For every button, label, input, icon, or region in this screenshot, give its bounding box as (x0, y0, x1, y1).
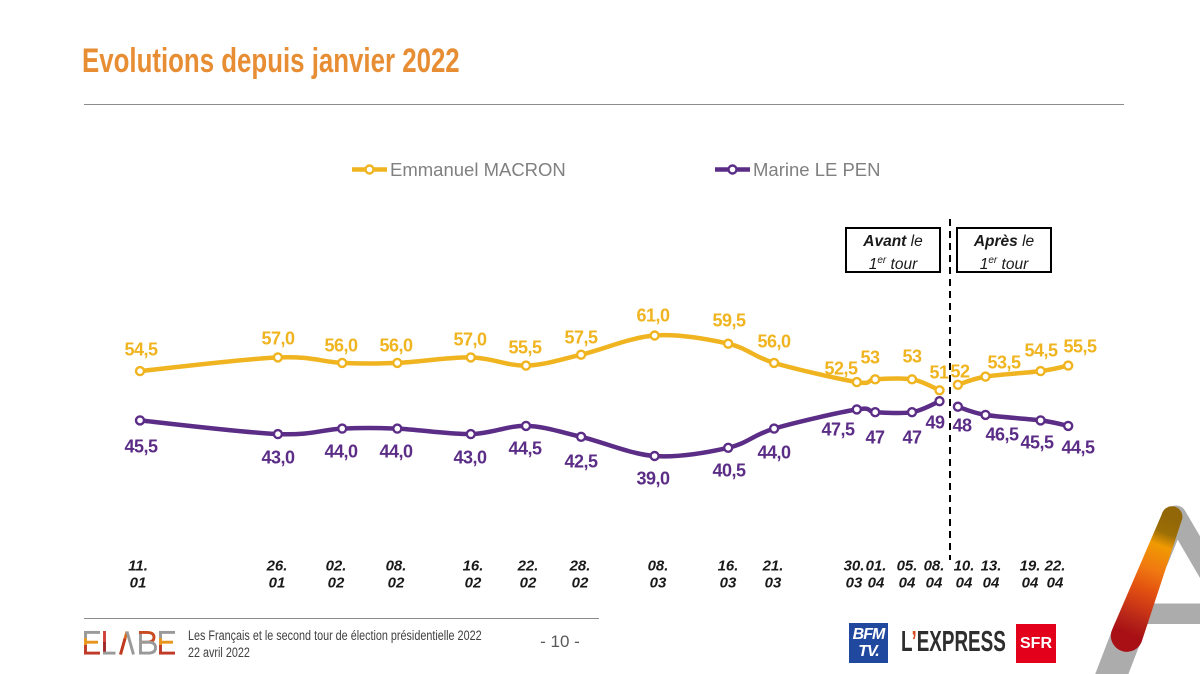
svg-text:04: 04 (868, 574, 885, 591)
svg-text:45,5: 45,5 (124, 437, 158, 457)
svg-text:46,5: 46,5 (985, 425, 1019, 445)
svg-text:13.: 13. (981, 557, 1002, 574)
svg-text:03: 03 (765, 574, 782, 591)
svg-text:44,5: 44,5 (508, 439, 542, 459)
svg-text:43,0: 43,0 (453, 448, 487, 468)
svg-text:11.: 11. (128, 557, 148, 574)
svg-text:28.: 28. (569, 557, 591, 574)
svg-text:03: 03 (650, 574, 667, 591)
svg-text:03: 03 (720, 574, 737, 591)
svg-text:01: 01 (130, 574, 147, 591)
svg-text:22.: 22. (517, 557, 539, 574)
svg-text:30.: 30. (844, 557, 865, 574)
svg-text:57,0: 57,0 (261, 329, 295, 349)
svg-text:16.: 16. (718, 557, 739, 574)
svg-text:54,5: 54,5 (124, 340, 158, 360)
svg-text:61,0: 61,0 (636, 306, 670, 326)
svg-text:02: 02 (520, 574, 537, 591)
svg-text:54,5: 54,5 (1024, 341, 1058, 361)
svg-text:Marine LE PEN: Marine LE PEN (753, 159, 881, 180)
svg-text:04: 04 (956, 574, 973, 591)
svg-text:02.: 02. (326, 557, 347, 574)
svg-text:04: 04 (926, 574, 943, 591)
svg-text:57,5: 57,5 (564, 328, 598, 348)
svg-text:40,5: 40,5 (712, 461, 746, 481)
svg-text:47,5: 47,5 (821, 420, 855, 440)
svg-text:10.: 10. (954, 557, 975, 574)
svg-text:52,5: 52,5 (824, 359, 858, 379)
svg-text:53: 53 (860, 348, 880, 368)
svg-text:57,0: 57,0 (453, 330, 487, 350)
svg-text:22.: 22. (1044, 557, 1066, 574)
svg-text:16.: 16. (463, 557, 484, 574)
svg-text:02: 02 (388, 574, 405, 591)
svg-text:04: 04 (983, 574, 1000, 591)
svg-text:02: 02 (328, 574, 345, 591)
svg-text:01.: 01. (866, 557, 887, 574)
svg-text:51: 51 (929, 363, 949, 383)
svg-text:21.: 21. (762, 557, 784, 574)
svg-text:08.: 08. (386, 557, 407, 574)
svg-text:43,0: 43,0 (261, 448, 295, 468)
svg-text:01: 01 (269, 574, 286, 591)
svg-text:44,0: 44,0 (757, 443, 791, 463)
svg-text:47: 47 (865, 428, 885, 448)
svg-text:59,5: 59,5 (712, 311, 746, 331)
svg-text:19.: 19. (1020, 557, 1041, 574)
svg-text:56,0: 56,0 (757, 332, 791, 352)
svg-text:55,5: 55,5 (1063, 337, 1097, 357)
svg-text:04: 04 (1047, 574, 1064, 591)
svg-text:05.: 05. (897, 557, 918, 574)
svg-text:52: 52 (950, 362, 970, 382)
svg-text:04: 04 (899, 574, 916, 591)
svg-text:44,0: 44,0 (324, 442, 358, 462)
svg-text:49: 49 (925, 413, 945, 433)
svg-text:48: 48 (952, 416, 972, 436)
svg-text:53,5: 53,5 (987, 353, 1021, 373)
svg-text:26.: 26. (266, 557, 288, 574)
svg-text:44,5: 44,5 (1061, 438, 1095, 458)
svg-text:53: 53 (902, 347, 922, 367)
svg-text:56,0: 56,0 (379, 336, 413, 356)
svg-text:02: 02 (465, 574, 482, 591)
svg-text:55,5: 55,5 (508, 338, 542, 358)
svg-text:04: 04 (1022, 574, 1039, 591)
svg-text:45,5: 45,5 (1020, 433, 1054, 453)
svg-text:47: 47 (902, 428, 922, 448)
svg-text:02: 02 (572, 574, 589, 591)
svg-text:Emmanuel MACRON: Emmanuel MACRON (390, 159, 566, 180)
svg-text:03: 03 (846, 574, 863, 591)
svg-text:08.: 08. (648, 557, 669, 574)
svg-text:56,0: 56,0 (324, 336, 358, 356)
svg-text:08.: 08. (924, 557, 945, 574)
svg-text:44,0: 44,0 (379, 442, 413, 462)
svg-text:39,0: 39,0 (636, 469, 670, 489)
svg-text:42,5: 42,5 (564, 452, 598, 472)
